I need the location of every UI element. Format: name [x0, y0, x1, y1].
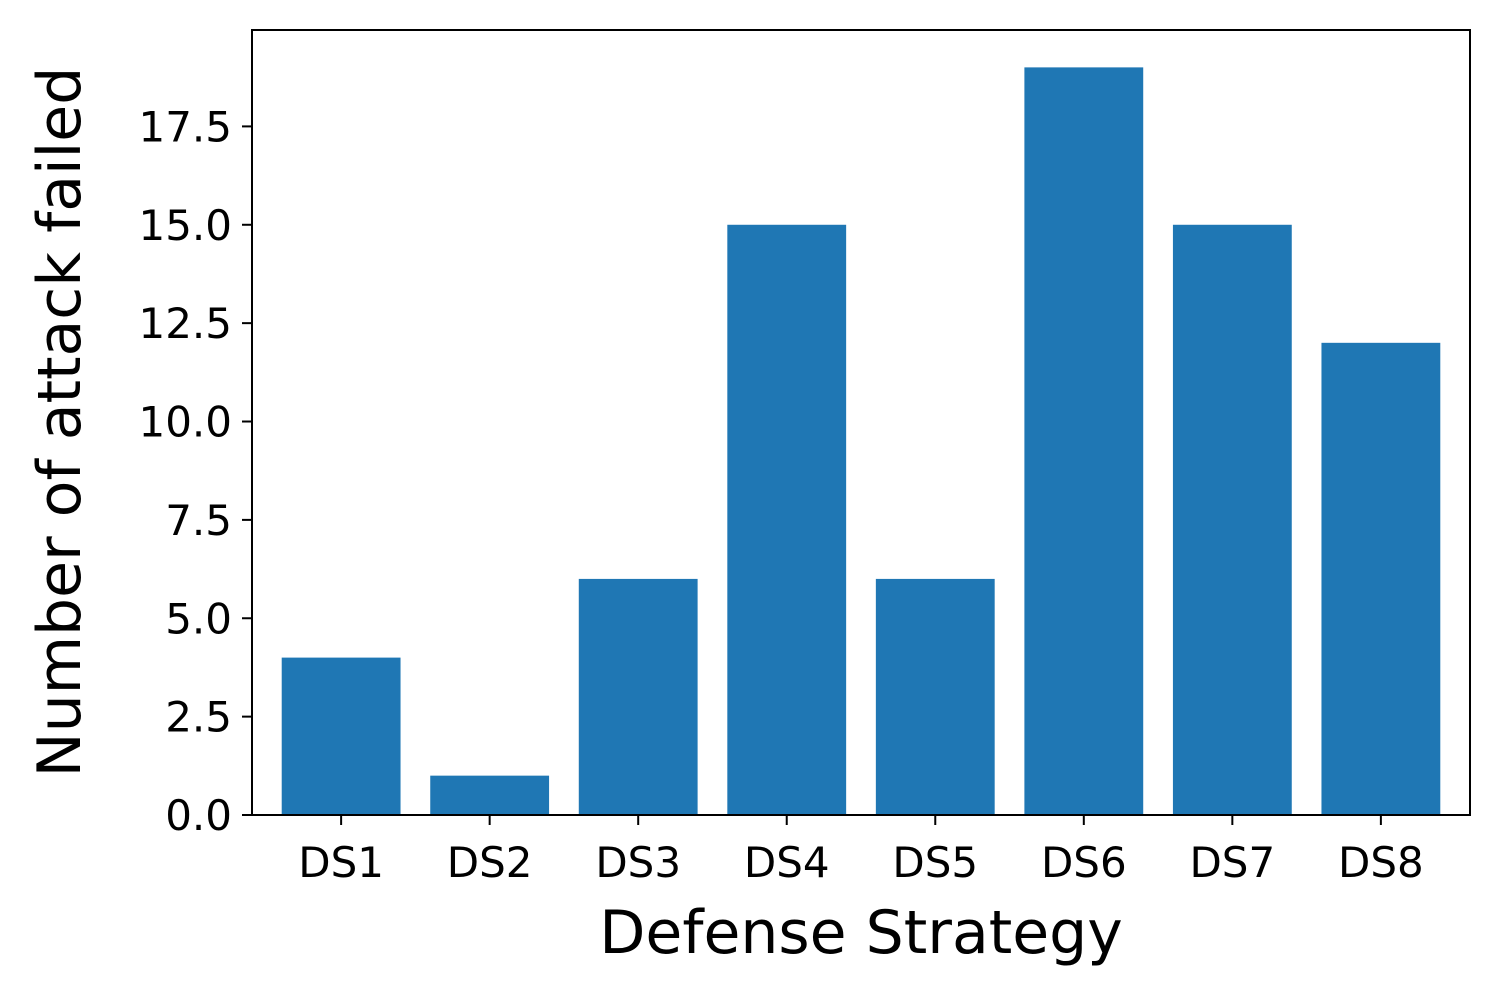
y-tick-label: 5.0 — [165, 594, 232, 643]
bar-ds3 — [578, 578, 698, 815]
x-tick-label: DS3 — [595, 838, 681, 887]
x-tick-label: DS4 — [744, 838, 830, 887]
bar-ds5 — [875, 578, 995, 815]
x-tick-label: DS5 — [892, 838, 978, 887]
y-tick-label: 17.5 — [138, 102, 232, 151]
x-tick-label: DS1 — [298, 838, 384, 887]
x-tick-label: DS7 — [1189, 838, 1275, 887]
bars-group — [281, 67, 1441, 816]
y-tick-label: 7.5 — [165, 496, 232, 545]
x-tick-label: DS2 — [447, 838, 533, 887]
plot-frame — [251, 29, 1471, 816]
y-tick-label: 10.0 — [138, 398, 232, 447]
y-tick-label: 12.5 — [138, 299, 232, 348]
bar-ds7 — [1172, 224, 1292, 816]
y-axis-ticks: 0.0 2.5 5.0 7.5 10.0 12.5 15.0 17.5 — [138, 102, 252, 840]
y-axis-label: Number of attack failed — [25, 67, 95, 778]
y-tick-label: 15.0 — [138, 201, 232, 250]
x-axis-ticks: DS1 DS2 DS3 DS4 DS5 DS6 DS7 DS8 — [298, 815, 1424, 887]
x-tick-label: DS6 — [1041, 838, 1127, 887]
x-tick-label: DS8 — [1338, 838, 1424, 887]
y-tick-label: 0.0 — [165, 791, 232, 840]
y-tick-label: 2.5 — [165, 693, 232, 742]
bar-ds1 — [281, 657, 401, 815]
x-axis-label: Defense Strategy — [599, 898, 1123, 968]
bar-ds2 — [430, 775, 550, 815]
bar-ds4 — [727, 224, 847, 816]
bar-ds6 — [1024, 67, 1144, 815]
bar-ds8 — [1321, 342, 1441, 815]
